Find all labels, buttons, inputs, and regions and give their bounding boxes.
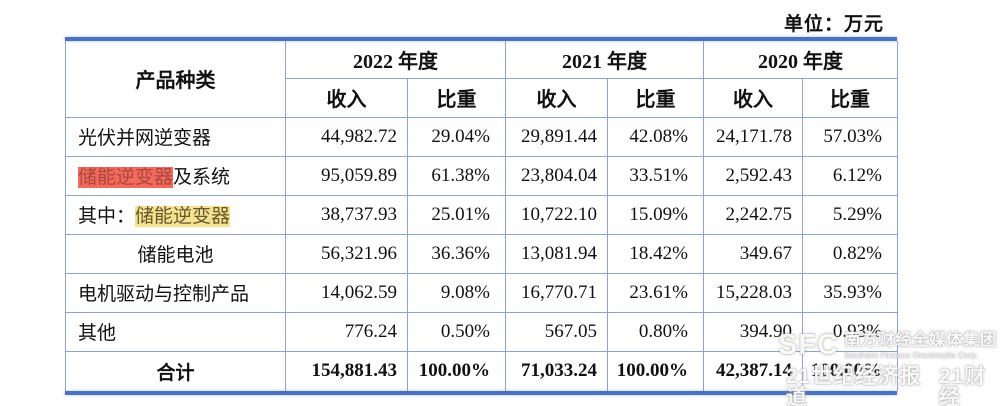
- col-header-share-2020: 比重: [802, 77, 898, 118]
- share-cell: 61.38%: [407, 155, 506, 196]
- share-cell: 100.00%: [607, 350, 704, 391]
- share-cell: 0.93%: [802, 311, 898, 352]
- share-cell: 35.93%: [802, 272, 898, 313]
- income-cell: 10,722.10: [505, 194, 608, 235]
- income-cell: 23,804.04: [505, 155, 608, 196]
- col-header-year-2020: 2020 年度: [703, 41, 898, 79]
- col-header-year-2022: 2022 年度: [285, 41, 506, 79]
- income-cell: 154,881.43: [285, 350, 408, 391]
- revenue-table-grid: 产品种类 2022 年度 2021 年度 2020 年度 收入 比重 收入 比重…: [65, 41, 898, 391]
- income-cell: 42,387.14: [703, 350, 803, 391]
- table-row: 其他 776.24 0.50% 567.05 0.80% 394.90 0.93%: [65, 311, 898, 352]
- product-label-text: 及系统: [173, 167, 231, 188]
- income-cell: 71,033.24: [505, 350, 608, 391]
- product-label-text: 其中：: [78, 206, 136, 227]
- income-cell: 15,228.03: [703, 272, 803, 313]
- table-row: 电机驱动与控制产品 14,062.59 9.08% 16,770.71 23.61% 15…: [65, 272, 898, 313]
- table-body: 光伏并网逆变器 44,982.72 29.04% 29,891.44 42.08% 24,…: [65, 116, 898, 391]
- col-header-share-2022: 比重: [407, 77, 506, 118]
- share-cell: 15.09%: [607, 194, 704, 235]
- income-cell: 13,081.94: [505, 233, 608, 274]
- income-cell: 349.67: [703, 233, 803, 274]
- product-label-text: 电机驱动与控制产品: [78, 284, 250, 305]
- share-cell: 57.03%: [802, 116, 898, 157]
- revenue-table: 产品种类 2022 年度 2021 年度 2020 年度 收入 比重 收入 比重…: [65, 37, 898, 395]
- total-label: 合计: [65, 350, 286, 391]
- product-label-text: 其他: [78, 323, 117, 344]
- table-bottom-double-border: [65, 391, 897, 395]
- share-cell: 33.51%: [607, 155, 704, 196]
- income-cell: 38,737.93: [285, 194, 408, 235]
- income-cell: 44,982.72: [285, 116, 408, 157]
- product-label-text: 储能电池: [137, 245, 214, 266]
- table-row: 储能电池 56,321.96 36.36% 13,081.94 18.42% 349.67…: [65, 233, 898, 274]
- share-cell: 0.50%: [407, 311, 506, 352]
- share-cell: 9.08%: [407, 272, 506, 313]
- income-cell: 29,891.44: [505, 116, 608, 157]
- product-label: 储能逆变器及系统: [65, 155, 286, 196]
- income-cell: 394.90: [703, 311, 803, 352]
- share-cell: 100.00%: [802, 350, 898, 391]
- share-cell: 0.82%: [802, 233, 898, 274]
- table-top-double-border: [65, 37, 897, 41]
- table-row: 光伏并网逆变器 44,982.72 29.04% 29,891.44 42.08% 24,…: [65, 116, 898, 157]
- highlight-yellow: 储能逆变器: [135, 206, 231, 227]
- income-cell: 14,062.59: [285, 272, 408, 313]
- col-header-income-2021: 收入: [505, 77, 608, 118]
- income-cell: 56,321.96: [285, 233, 408, 274]
- col-header-share-2021: 比重: [607, 77, 704, 118]
- share-cell: 36.36%: [407, 233, 506, 274]
- table-row: 储能逆变器及系统 95,059.89 61.38% 23,804.04 33.51% 2,…: [65, 155, 898, 196]
- share-cell: 18.42%: [607, 233, 704, 274]
- share-cell: 42.08%: [607, 116, 704, 157]
- col-header-income-2020: 收入: [703, 77, 803, 118]
- product-label: 其他: [65, 311, 286, 352]
- product-label-text: 光伏并网逆变器: [78, 128, 212, 149]
- header-year-row: 产品种类 2022 年度 2021 年度 2020 年度: [65, 41, 898, 118]
- income-cell: 567.05: [505, 311, 608, 352]
- share-cell: 29.04%: [407, 116, 506, 157]
- income-cell: 2,242.75: [703, 194, 803, 235]
- col-header-year-2021: 2021 年度: [505, 41, 704, 79]
- table-row: 其中：储能逆变器 38,737.93 25.01% 10,722.10 15.09% 2,…: [65, 194, 898, 235]
- product-label: 电机驱动与控制产品: [65, 272, 286, 313]
- share-cell: 23.61%: [607, 272, 704, 313]
- share-cell: 6.12%: [802, 155, 898, 196]
- income-cell: 776.24: [285, 311, 408, 352]
- share-cell: 5.29%: [802, 194, 898, 235]
- income-cell: 2,592.43: [703, 155, 803, 196]
- col-header-product: 产品种类: [65, 41, 286, 118]
- highlight-red: 储能逆变器: [78, 167, 174, 188]
- share-cell: 0.80%: [607, 311, 704, 352]
- watermark-brand-21caijing: 21财经: [938, 365, 987, 406]
- income-cell: 95,059.89: [285, 155, 408, 196]
- unit-label: 单位：万元: [783, 14, 884, 35]
- share-cell: 100.00%: [407, 350, 506, 391]
- col-header-income-2022: 收入: [285, 77, 408, 118]
- income-cell: 24,171.78: [703, 116, 803, 157]
- total-row: 合计 154,881.43 100.00% 71,033.24 100.00% 42,38…: [65, 350, 898, 391]
- share-cell: 25.01%: [407, 194, 506, 235]
- income-cell: 16,770.71: [505, 272, 608, 313]
- product-label: 光伏并网逆变器: [65, 116, 286, 157]
- product-label: 其中：储能逆变器: [65, 194, 286, 235]
- product-label: 储能电池: [65, 233, 286, 274]
